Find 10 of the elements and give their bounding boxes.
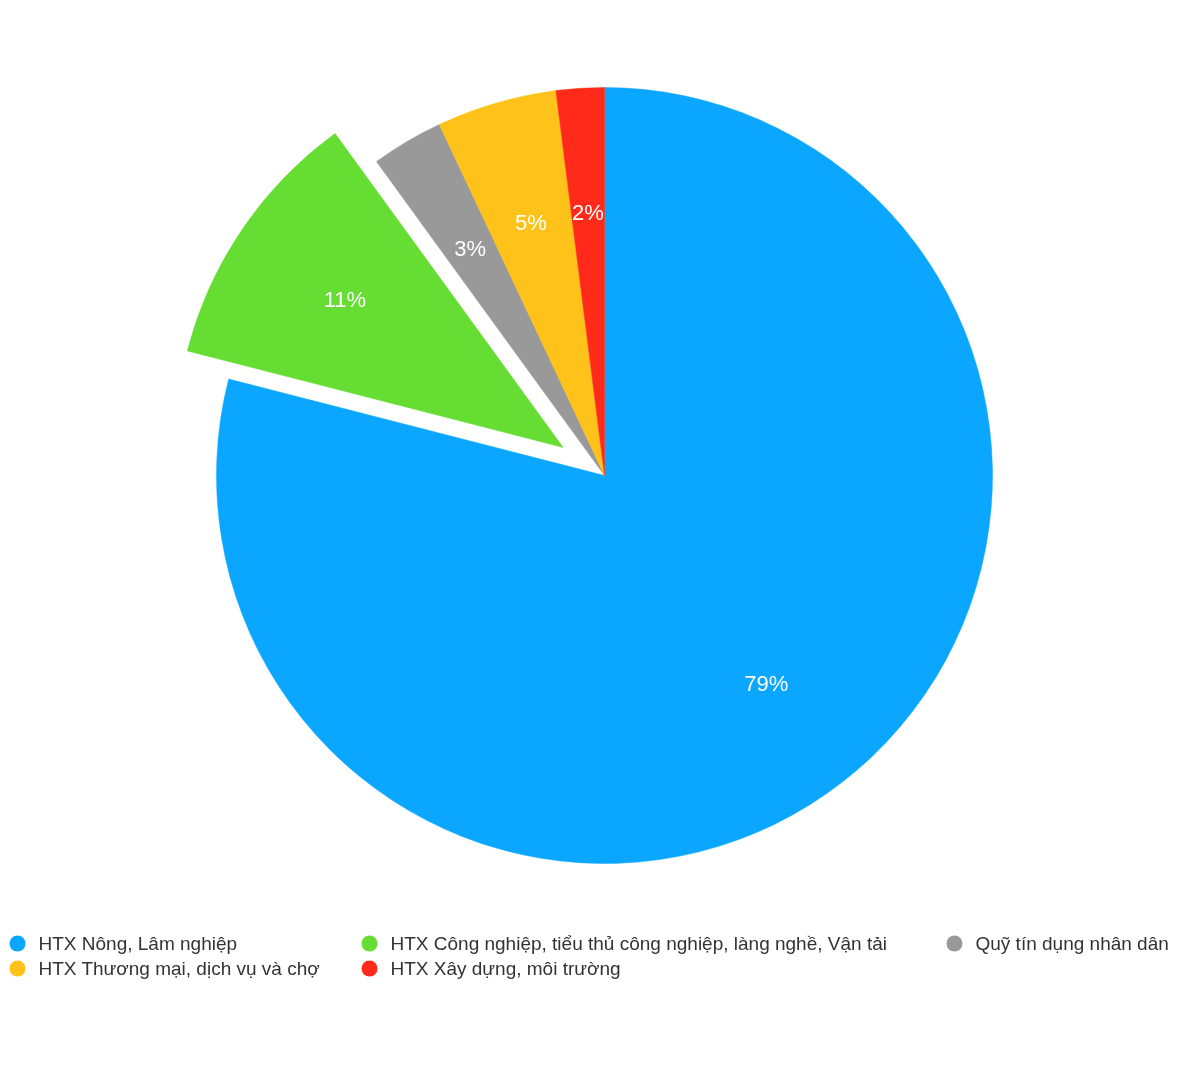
data-label: 2% [572, 199, 604, 225]
data-label: 11% [323, 286, 367, 312]
legend-label: HTX Nông, Lâm nghiệp [38, 933, 238, 954]
legend-label: HTX Thương mại, dịch vụ và chợ [38, 958, 320, 979]
legend-label: HTX Xây dựng, môi trường [390, 958, 621, 979]
data-label: 5% [514, 209, 547, 235]
data-label: 79% [744, 671, 789, 697]
legend-label: Quỹ tín dụng nhân dân [975, 933, 1169, 954]
legend-label: HTX Công nghiệp, tiểu thủ công nghiệp, làng nghề, Vận tải [390, 933, 887, 954]
data-label: 3% [454, 235, 487, 261]
